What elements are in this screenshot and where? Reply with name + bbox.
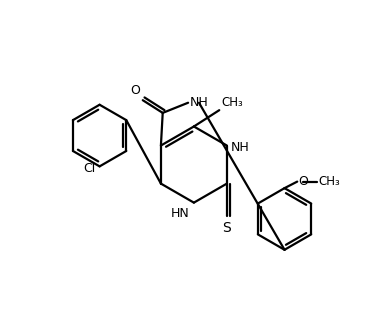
Text: HN: HN (171, 207, 190, 220)
Text: CH₃: CH₃ (222, 96, 243, 109)
Text: CH₃: CH₃ (319, 175, 340, 188)
Text: O: O (299, 175, 309, 188)
Text: NH: NH (231, 141, 249, 154)
Text: O: O (131, 84, 141, 97)
Text: NH: NH (190, 96, 209, 109)
Text: S: S (223, 220, 231, 234)
Text: Cl: Cl (83, 162, 95, 175)
